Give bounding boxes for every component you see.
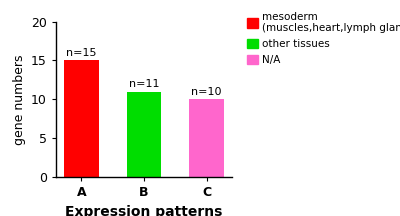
Bar — [127, 92, 161, 177]
Legend: mesoderm
(muscles,heart,lymph glands), other tissues, N/A: mesoderm (muscles,heart,lymph glands), o… — [245, 10, 400, 67]
Text: n=11: n=11 — [129, 79, 159, 89]
X-axis label: Expression patterns: Expression patterns — [65, 205, 223, 216]
Y-axis label: gene numbers: gene numbers — [12, 54, 26, 145]
Text: n=15: n=15 — [66, 48, 96, 58]
Bar — [64, 60, 98, 177]
Text: n=10: n=10 — [192, 87, 222, 97]
Bar — [190, 99, 224, 177]
